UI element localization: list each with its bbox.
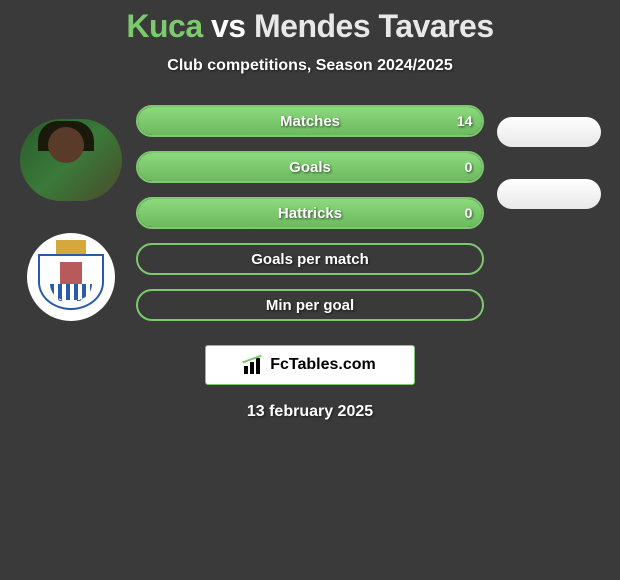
club-badge: C D: [27, 233, 115, 321]
stat-bar: Hattricks0: [136, 197, 485, 229]
right-column: [484, 105, 614, 209]
stat-label: Min per goal: [138, 291, 483, 319]
vs-separator: vs: [211, 8, 246, 44]
crown-icon: [56, 240, 86, 254]
shield-icon: C D: [38, 254, 104, 310]
stat-bar: Matches14: [136, 105, 485, 137]
footer-brand-badge: FcTables.com: [205, 345, 415, 385]
player2-name: Mendes Tavares: [254, 8, 494, 44]
stats-bars-column: Matches14Goals0Hattricks0Goals per match…: [136, 105, 485, 335]
page-title: Kuca vs Mendes Tavares: [0, 8, 620, 45]
castle-icon: [60, 262, 82, 284]
stat-bar: Goals per match: [136, 243, 485, 275]
player1-name: Kuca: [126, 8, 202, 44]
stat-value-player1: 14: [457, 107, 473, 135]
subtitle: Club competitions, Season 2024/2025: [0, 57, 620, 75]
stat-value-player1: 0: [465, 199, 473, 227]
footer-brand-text: FcTables.com: [270, 356, 376, 374]
stat-label: Hattricks: [138, 199, 483, 227]
stat-value-player1: 0: [465, 153, 473, 181]
stat-bar: Goals0: [136, 151, 485, 183]
left-column: C D: [6, 105, 136, 321]
stat-bar: Min per goal: [136, 289, 485, 321]
stat-label: Matches: [138, 107, 483, 135]
chart-icon: [244, 356, 264, 374]
content-row: C D Matches14Goals0Hattricks0Goals per m…: [0, 105, 620, 335]
player1-photo: [20, 119, 122, 201]
stat-label: Goals: [138, 153, 483, 181]
club-badge-inner: C D: [38, 240, 104, 314]
infographic-container: Kuca vs Mendes Tavares Club competitions…: [0, 0, 620, 421]
stat-label: Goals per match: [138, 245, 483, 273]
footer-date: 13 february 2025: [0, 403, 620, 421]
player2-stat-pill: [497, 117, 601, 147]
player2-stat-pill: [497, 179, 601, 209]
